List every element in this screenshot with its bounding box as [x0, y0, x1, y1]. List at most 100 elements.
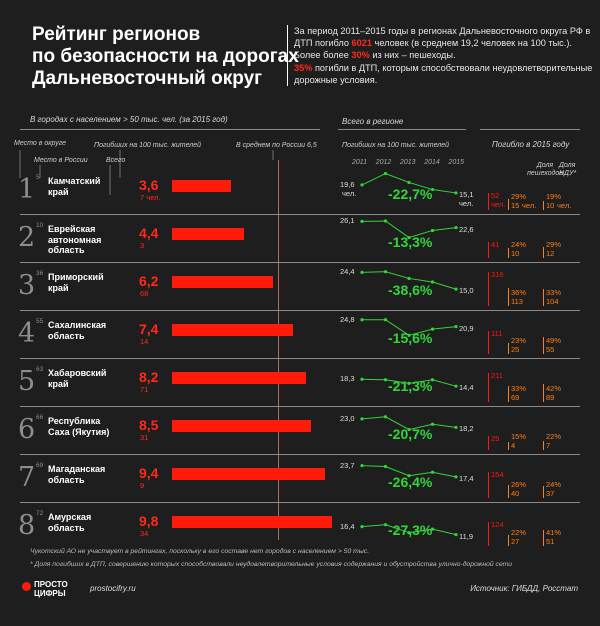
sparkline-end-value: 17,4 [459, 473, 474, 483]
sparkline-point [430, 187, 435, 192]
sparkline-point [360, 183, 364, 187]
sparkline-point [454, 287, 458, 291]
intro-text-2a: погибли в ДТП, которым способствовали не… [294, 62, 593, 85]
deaths-2015: 52 [491, 190, 500, 200]
pedestrian-count: 27 [511, 537, 520, 546]
bar [172, 516, 332, 528]
sparkline-end-value: 14,4 [459, 383, 474, 393]
sparkline-point [407, 235, 411, 240]
value-per100k: 6,2 [139, 273, 159, 289]
sparkline-start-value: 23,7 [340, 460, 355, 470]
deaths-arrow [488, 192, 489, 210]
bar [172, 180, 231, 192]
bar [172, 468, 326, 480]
value-per100k: 9,8 [139, 513, 159, 529]
label-avg-russia: В среднем по России 6,5 [236, 142, 317, 149]
change-percent: -20,7% [388, 426, 433, 442]
bar [172, 420, 311, 432]
pedestrian-share: 22% [511, 528, 527, 537]
intro-paragraph-1: За период 2011–2015 годы в регионах Даль… [294, 25, 594, 62]
total-deaths-city: 68 [140, 289, 149, 298]
logo-line-2: ЦИФРЫ [34, 589, 66, 598]
rank-russia: 69 [36, 462, 44, 469]
rank-okrug: 6 [18, 414, 36, 445]
sparkline-point [407, 381, 411, 385]
intro-text: За период 2011–2015 годы в регионах Даль… [287, 25, 594, 87]
deaths-2015: 316 [491, 270, 504, 279]
sparkline-point [454, 325, 458, 329]
pedestrian-share: 24% [511, 240, 527, 249]
bar [172, 324, 293, 336]
label-total: Всего [106, 157, 126, 164]
pedestrian-arrow [508, 287, 509, 306]
deaths-2015: 154 [491, 470, 504, 480]
logo-dot-icon [22, 582, 31, 591]
ndu-arrow [543, 530, 544, 546]
rank-okrug: 3 [18, 270, 36, 301]
sparkline-point [383, 523, 388, 527]
rank-okrug: 4 [18, 318, 36, 349]
ndu-arrow [543, 288, 544, 306]
region-name: Еврейская автономная область [48, 224, 102, 255]
intro-text-1a: За период 2011–2015 годы в регионах Даль… [294, 26, 591, 49]
sparkline-start-value: 18,3 [340, 374, 355, 384]
ndu-arrow [543, 336, 544, 354]
total-deaths-city: 31 [140, 433, 149, 442]
sparkline [360, 219, 458, 240]
ndu-share: 19% [546, 192, 562, 201]
ndu-count: 7 [546, 441, 551, 450]
region-name: Хабаровский край [48, 368, 107, 389]
total-deaths-city: 9 [140, 481, 145, 490]
footnote-ndu: * Доля погибших в ДТП, совершению которы… [30, 561, 513, 568]
row-separator [20, 310, 580, 311]
ndu-share: 49% [546, 336, 562, 345]
pedestrian-count: 15 [511, 201, 520, 210]
sparkline [360, 464, 458, 479]
rank-okrug: 5 [18, 366, 36, 397]
sparkline [360, 377, 458, 388]
pedestrian-count: 69 [511, 393, 520, 402]
sparkline-point [407, 180, 411, 185]
sparkline-point [383, 378, 388, 382]
rank-russia: 36 [36, 270, 44, 277]
ndu-count: 12 [546, 249, 555, 258]
sparkline [360, 523, 458, 537]
section-cities-line [20, 129, 320, 130]
ndu-count: 89 [546, 393, 555, 402]
deaths-2015: 41 [491, 239, 500, 249]
ndu-unit: чел. [557, 201, 572, 210]
ndu-count: 51 [546, 537, 555, 546]
deaths-arrow [488, 272, 489, 306]
value-per100k: 8,5 [139, 417, 159, 433]
rank-okrug: 2 [18, 222, 36, 253]
ndu-count: 104 [546, 297, 559, 306]
pedestrian-arrow [508, 534, 509, 546]
pedestrian-share: 15% [511, 432, 527, 441]
ndu-share: 42% [546, 384, 562, 393]
change-percent: -22,7% [388, 186, 433, 202]
row-separator [20, 406, 580, 407]
pedestrian-share: 29% [511, 192, 527, 201]
sparkline-point [454, 475, 458, 479]
source-text: Источник: ГИБДД, Росстат [470, 584, 578, 593]
intro-total-deaths: 6021 [351, 38, 372, 49]
sparkline-end-value: 15,0 [459, 286, 474, 296]
year-label: 2011 [352, 159, 368, 166]
region-name: Сахалинская область [48, 320, 107, 341]
ndu-share: 29% [546, 240, 562, 249]
sparkline-point [360, 417, 364, 421]
sparkline-point [407, 333, 411, 337]
sparkline [360, 171, 458, 195]
sparkline-end-unit: чел. [459, 198, 474, 208]
ndu-arrow [543, 247, 544, 258]
pedestrian-count: 4 [511, 441, 516, 450]
site-link[interactable]: prostocifry.ru [90, 584, 136, 593]
year-label: 2012 [375, 159, 392, 166]
bar [172, 228, 244, 240]
sparkline-point [430, 527, 435, 531]
label-share-ndu: Доля НДУ* [559, 162, 577, 177]
value-per100k: 3,6 [139, 177, 159, 193]
pedestrian-unit: чел. [522, 201, 537, 210]
rank-russia: 55 [36, 318, 44, 325]
